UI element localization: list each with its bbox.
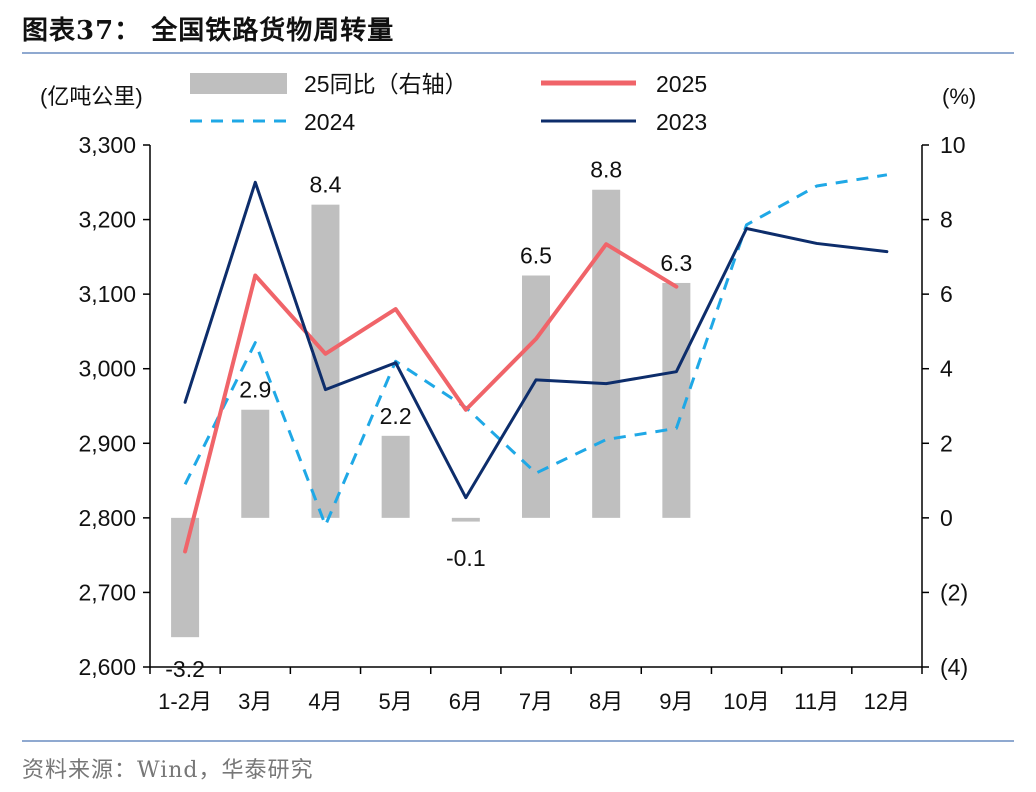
line-2024 (183, 173, 888, 527)
x-tick-label: 7月 (519, 689, 553, 714)
right-tick-label: (2) (940, 579, 968, 605)
left-tick-label: 2,900 (78, 430, 136, 456)
bar-data-label: 2.2 (380, 403, 412, 429)
x-tick-label: 11月 (794, 689, 839, 714)
line-series (183, 173, 889, 554)
chart-title: 图表37： 全国铁路货物周转量 (22, 16, 395, 46)
left-tick-label: 2,800 (78, 505, 136, 531)
right-tick-label: (4) (940, 654, 968, 680)
right-tick-label: 8 (940, 207, 953, 233)
bar-data-label: 8.4 (309, 172, 341, 198)
left-tick-label: 2,700 (78, 579, 136, 605)
x-tick-label: 10月 (723, 689, 769, 714)
right-tick-label: 6 (940, 281, 953, 307)
legend-label-2024: 2024 (304, 109, 355, 135)
x-tick-label: 3月 (238, 689, 272, 714)
left-axis-unit: (亿吨公里) (40, 84, 143, 109)
bar-data-label: 6.5 (520, 243, 552, 269)
legend-label-bar: 25同比（右轴） (304, 71, 468, 97)
bar-data-label: 2.9 (239, 377, 271, 403)
source-note: 资料来源：Wind，华泰研究 (22, 758, 314, 783)
right-tick-label: 10 (940, 132, 966, 158)
bar (171, 517, 200, 638)
bar-data-label: 8.8 (590, 157, 622, 183)
x-tick-label: 8月 (589, 689, 623, 714)
left-tick-label: 3,200 (78, 207, 136, 233)
bar (592, 189, 621, 518)
right-axis-unit: (%) (942, 84, 976, 109)
bar (451, 517, 480, 522)
legend-swatch-bar (190, 73, 287, 94)
line-2023 (183, 180, 889, 500)
x-tick-label: 9月 (659, 689, 693, 714)
left-tick-label: 2,600 (78, 654, 136, 680)
bar (241, 409, 270, 518)
bar-data-label: -3.2 (165, 656, 205, 682)
right-tick-label: 4 (940, 356, 953, 382)
x-tick-label: 1-2月 (158, 689, 212, 714)
bar-data-label: 6.3 (660, 250, 692, 276)
x-tick-label: 12月 (864, 689, 910, 714)
bar-data-label: -0.1 (446, 545, 486, 571)
legend: 25同比（右轴） 2025 2024 2023 (190, 71, 707, 135)
legend-label-2025: 2025 (656, 71, 707, 97)
left-tick-label: 3,100 (78, 281, 136, 307)
x-tick-label: 5月 (379, 689, 413, 714)
legend-label-2023: 2023 (656, 109, 707, 135)
top-divider (22, 52, 1014, 54)
x-tick-label: 6月 (449, 689, 483, 714)
bar-data-labels: -3.2 2.9 8.4 2.2 -0.1 6.5 8.8 6.3 (165, 157, 692, 682)
right-tick-label: 2 (940, 430, 953, 456)
bottom-divider (22, 740, 1014, 742)
chart: -3.2 2.9 8.4 2.2 -0.1 6.5 8.8 6.3 2,600 2,700 2,8… (40, 71, 976, 714)
bar-series (171, 189, 691, 638)
right-tick-label: 0 (940, 505, 953, 531)
left-tick-label: 3,000 (78, 356, 136, 382)
left-tick-label: 3,300 (78, 132, 136, 158)
axes (143, 144, 929, 674)
line-2025 (183, 242, 679, 554)
bar (381, 435, 410, 518)
tick-labels: 2,600 2,700 2,800 2,900 3,000 3,100 3,200 3,300… (40, 84, 976, 714)
x-tick-label: 4月 (308, 689, 342, 714)
